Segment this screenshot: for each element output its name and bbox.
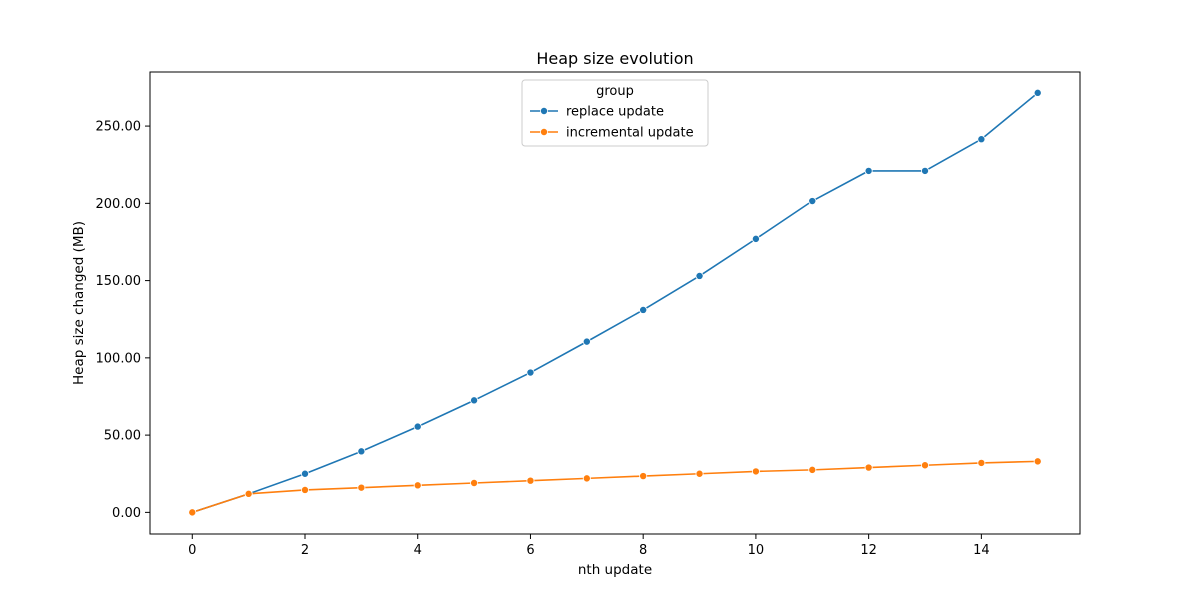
legend-marker xyxy=(540,127,549,136)
data-point xyxy=(582,337,591,346)
data-point xyxy=(582,474,591,483)
data-point xyxy=(526,476,535,485)
series-line xyxy=(192,92,1039,514)
data-point xyxy=(470,396,479,405)
y-tick-label: 150.00 xyxy=(96,274,142,289)
y-axis-label: Heap size changed (MB) xyxy=(71,221,87,385)
data-point xyxy=(695,469,704,478)
legend-title: group xyxy=(596,84,634,99)
x-tick-label: 4 xyxy=(414,543,422,558)
data-point xyxy=(1033,88,1042,97)
series-line xyxy=(192,460,1038,514)
data-point xyxy=(357,447,366,456)
legend-item: incremental update xyxy=(530,126,694,141)
x-tick-label: 12 xyxy=(860,543,877,558)
data-point xyxy=(1033,457,1042,466)
legend-item: replace update xyxy=(530,105,664,120)
y-tick-label: 250.00 xyxy=(96,120,142,135)
data-point xyxy=(413,422,422,431)
x-tick-label: 6 xyxy=(526,543,534,558)
data-point xyxy=(864,166,873,175)
data-point xyxy=(526,368,535,377)
data-point xyxy=(639,472,648,481)
data-point xyxy=(244,489,253,498)
x-tick-label: 8 xyxy=(639,543,647,558)
data-point xyxy=(300,469,309,478)
series-incremental-update xyxy=(188,457,1042,517)
x-axis-label: nth update xyxy=(578,562,652,578)
plot-area xyxy=(149,71,1081,535)
legend: group replace update incremental update xyxy=(521,79,709,147)
y-tick-label: 100.00 xyxy=(96,351,142,366)
data-point xyxy=(864,463,873,472)
data-point xyxy=(921,166,930,175)
x-tick-label: 2 xyxy=(301,543,309,558)
data-point xyxy=(357,483,366,492)
legend-marker xyxy=(540,107,549,116)
data-point xyxy=(751,234,760,243)
y-tick-label: 50.00 xyxy=(104,429,141,444)
series-layer xyxy=(188,88,1042,517)
legend-label: replace update xyxy=(566,105,664,120)
x-tick-label: 10 xyxy=(748,543,765,558)
data-point xyxy=(470,479,479,488)
data-point xyxy=(639,305,648,314)
x-tick-label: 0 xyxy=(188,543,196,558)
y-tick-label: 200.00 xyxy=(96,197,142,212)
data-point xyxy=(300,485,309,494)
legend-label: incremental update xyxy=(566,126,694,141)
data-point xyxy=(413,481,422,490)
chart-title: Heap size evolution xyxy=(536,49,693,68)
series-replace-update xyxy=(188,88,1042,517)
y-axis: 0.00 50.00 100.00 150.00 200.00 250.00 xyxy=(96,120,150,521)
data-point xyxy=(695,271,704,280)
y-tick-label: 0.00 xyxy=(112,506,141,521)
x-axis: 0 2 4 6 8 10 12 14 xyxy=(188,534,990,558)
x-tick-label: 14 xyxy=(973,543,990,558)
data-point xyxy=(808,465,817,474)
data-point xyxy=(977,135,986,144)
data-point xyxy=(188,508,197,517)
data-point xyxy=(977,458,986,467)
legend-box xyxy=(521,79,709,147)
data-point xyxy=(921,461,930,470)
data-point xyxy=(808,197,817,206)
data-point xyxy=(751,467,760,476)
